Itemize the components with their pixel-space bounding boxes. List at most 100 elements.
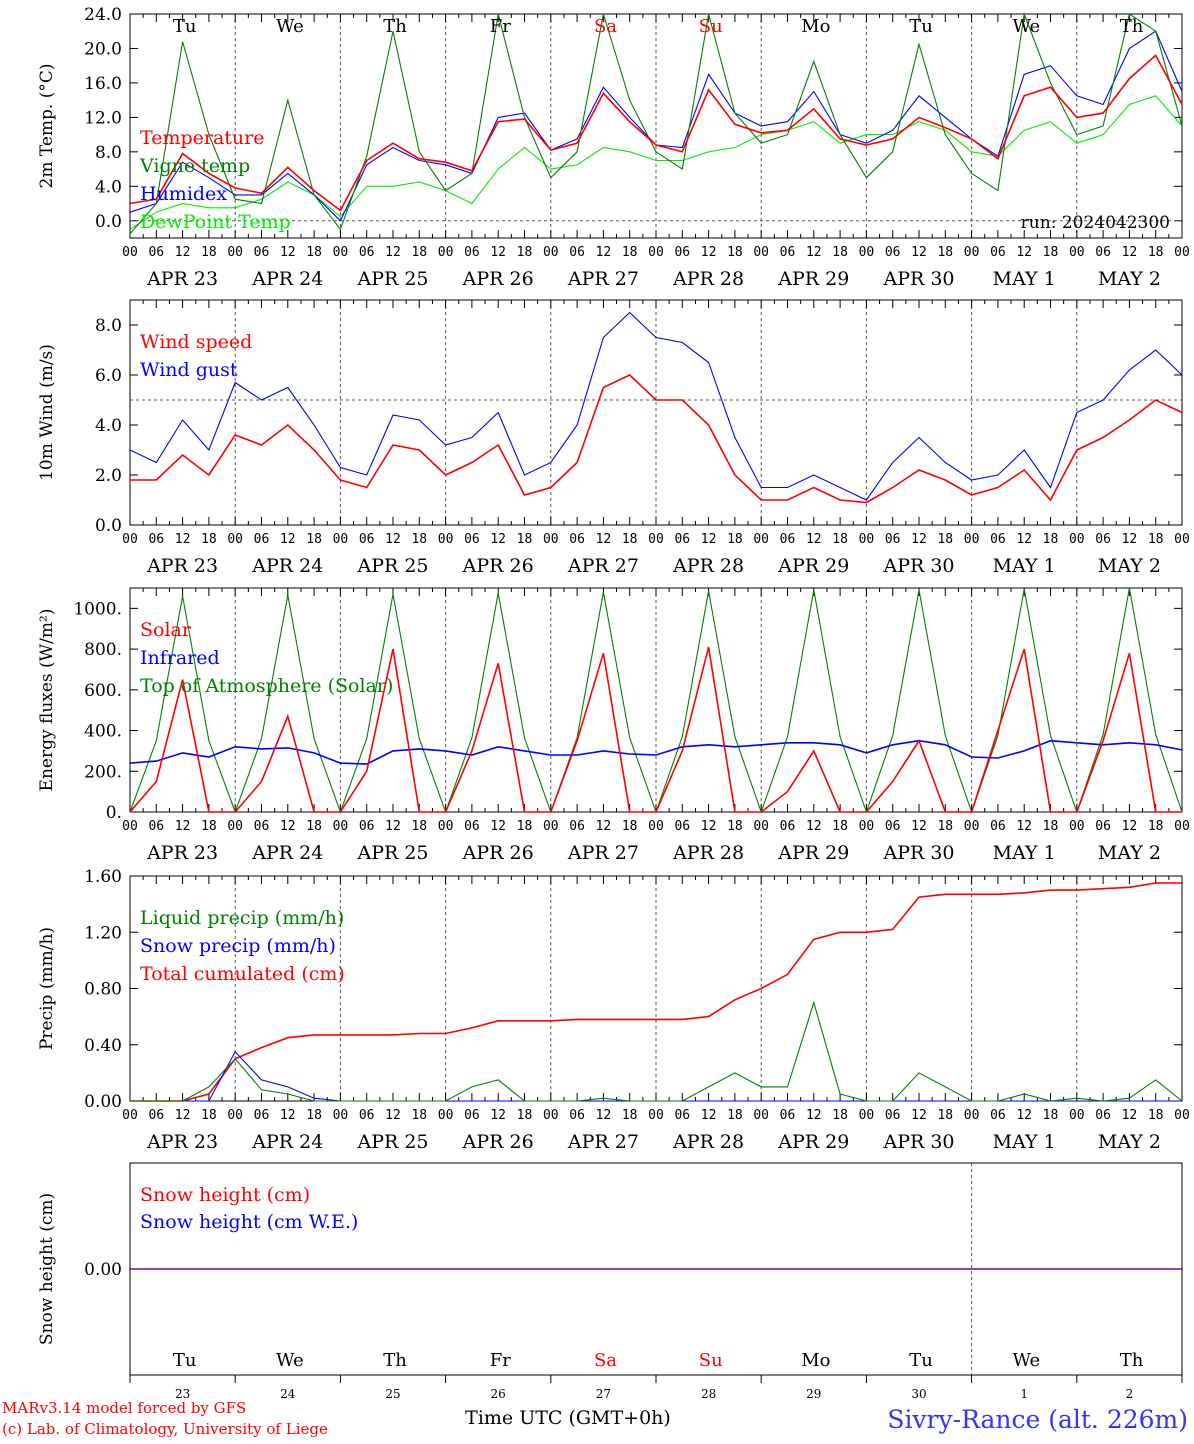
panel1-legend-item: Temperature (140, 127, 264, 149)
panel2-hour-label: 12 (175, 532, 191, 547)
panel1-weekday-label: Fr (490, 16, 511, 37)
panel4-hour-label: 06 (885, 1108, 901, 1123)
panel5-day-number: 2 (1126, 1387, 1134, 1401)
panel2-hour-label: 06 (780, 532, 796, 547)
panel3-hour-label: 06 (674, 819, 690, 834)
panel4-date-label: APR 24 (251, 1131, 323, 1153)
panel2-hour-label: 18 (727, 532, 743, 547)
panel2-hour-label: 06 (464, 532, 480, 547)
panel2-series-wind-gust (129, 311, 1183, 501)
panel2-hour-label: 00 (1069, 532, 1085, 547)
panel1-hour-label: 00 (648, 245, 664, 260)
panel1-date-label: APR 28 (672, 268, 744, 290)
footer-station: Sivry-Rance (alt. 226m) (887, 1405, 1188, 1434)
panel5-day-number: 1 (1020, 1387, 1028, 1401)
panel4-hour-label: 12 (911, 1108, 927, 1123)
panel1-hour-label: 00 (1069, 245, 1085, 260)
panel3-hour-label: 00 (1069, 819, 1085, 834)
panel3-hour-label: 06 (464, 819, 480, 834)
panel2-hour-label: 12 (701, 532, 717, 547)
panel1-hour-label: 06 (359, 245, 375, 260)
panel3-date-label: APR 23 (146, 842, 218, 864)
panel2-hour-label: 06 (359, 532, 375, 547)
panel1-hour-label: 00 (964, 245, 980, 260)
panel3-hour-label: 00 (648, 819, 664, 834)
panel3-hour-label: 00 (543, 819, 559, 834)
panel1-legend-item: Humidex (140, 183, 227, 205)
panel1-hour-label: 06 (990, 245, 1006, 260)
panel2-hour-label: 06 (1095, 532, 1111, 547)
panel4-y-label: Precip (mm/h) (37, 927, 57, 1050)
panel1-hour-label: 06 (148, 245, 164, 260)
panel1-legend-item: DewPoint Temp (140, 211, 291, 233)
panel3-hour-label: 00 (438, 819, 454, 834)
panel4-hour-label: 12 (701, 1108, 717, 1123)
panel5-y-label: Snow height (cm) (37, 1193, 57, 1345)
panel1-y-tick-label: 24.0 (84, 5, 122, 25)
panel1-y-tick-label: 12.0 (84, 108, 122, 128)
panel2-date-label: APR 28 (672, 555, 744, 577)
panel3-hour-label: 18 (201, 819, 217, 834)
panel1-hour-label: 00 (859, 245, 875, 260)
panel4-hour-label: 18 (411, 1108, 427, 1123)
panel1-hour-label: 12 (596, 245, 612, 260)
panel3-date-label: MAY 2 (1098, 842, 1161, 864)
panel1-hour-label: 18 (622, 245, 638, 260)
panel1-weekday-label: Tu (173, 16, 197, 37)
panel2-hour-label: 12 (596, 532, 612, 547)
panel1-hour-label: 18 (1043, 245, 1059, 260)
panel4-y-tick-label: 1.20 (84, 923, 122, 943)
panel1-hour-label: 06 (674, 245, 690, 260)
panel1-hour-label: 12 (1122, 245, 1138, 260)
panel3-hour-label: 18 (727, 819, 743, 834)
panel4-hour-label: 06 (1095, 1108, 1111, 1123)
panel4-date-label: APR 23 (146, 1131, 218, 1153)
panel1-hour-label: 00 (333, 245, 349, 260)
panel1-date-label: APR 23 (146, 268, 218, 290)
panel1-weekday-label: Su (699, 16, 723, 37)
panel3-hour-label: 00 (859, 819, 875, 834)
panel1-hour-label: 12 (806, 245, 822, 260)
panel1-hour-label: 18 (832, 245, 848, 260)
panel2-hour-label: 18 (306, 532, 322, 547)
panel4-hour-label: 12 (385, 1108, 401, 1123)
panel4-hour-label: 18 (622, 1108, 638, 1123)
panel2-y-tick-label: 4.0 (95, 416, 122, 436)
panel4-hour-label: 06 (990, 1108, 1006, 1123)
panel3-series-infrared (129, 739, 1183, 765)
panel1-weekday-label: Sa (594, 16, 617, 37)
panel4-hour-label: 00 (964, 1108, 980, 1123)
panel4-y-tick-label: 0.40 (84, 1036, 122, 1056)
panel4-date-label: MAY 2 (1098, 1131, 1161, 1153)
panel2-hour-label: 12 (490, 532, 506, 547)
panel5-weekday-label: Mo (801, 1350, 830, 1371)
panel1-hour-label: 00 (543, 245, 559, 260)
panel3-hour-label: 18 (1043, 819, 1059, 834)
panel2-hour-label: 06 (569, 532, 585, 547)
panel3-legend-item: Infrared (140, 647, 220, 669)
panel4-y-tick-label: 0.80 (84, 980, 122, 1000)
panel4-hour-label: 12 (596, 1108, 612, 1123)
panel2-frame (129, 299, 1183, 526)
panel4-hour-label: 12 (806, 1108, 822, 1123)
panel4-hour-label: 00 (333, 1108, 349, 1123)
panel3-hour-label: 18 (937, 819, 953, 834)
panel2-hour-label: 00 (964, 532, 980, 547)
panel2-date-label: APR 27 (567, 555, 639, 577)
panel5-day-number: 25 (385, 1387, 400, 1401)
panel1-hour-label: 18 (201, 245, 217, 260)
panel4-hour-label: 00 (543, 1108, 559, 1123)
panel2-date-label: APR 29 (777, 555, 849, 577)
footer-time-label: Time UTC (GMT+0h) (465, 1407, 671, 1429)
panel2-hour-label: 12 (1122, 532, 1138, 547)
panel3-hour-label: 06 (780, 819, 796, 834)
panel2-hour-label: 12 (806, 532, 822, 547)
panel5-legend-item: Snow height (cm) (140, 1184, 310, 1206)
panel3-hour-label: 18 (622, 819, 638, 834)
panel3-hour-label: 00 (122, 819, 138, 834)
panel2-hour-label: 00 (543, 532, 559, 547)
panel5-day-number: 23 (175, 1387, 190, 1401)
panel2-hour-label: 12 (1016, 532, 1032, 547)
panel4-hour-label: 12 (490, 1108, 506, 1123)
panel3-y-tick-label: 800. (84, 640, 122, 660)
